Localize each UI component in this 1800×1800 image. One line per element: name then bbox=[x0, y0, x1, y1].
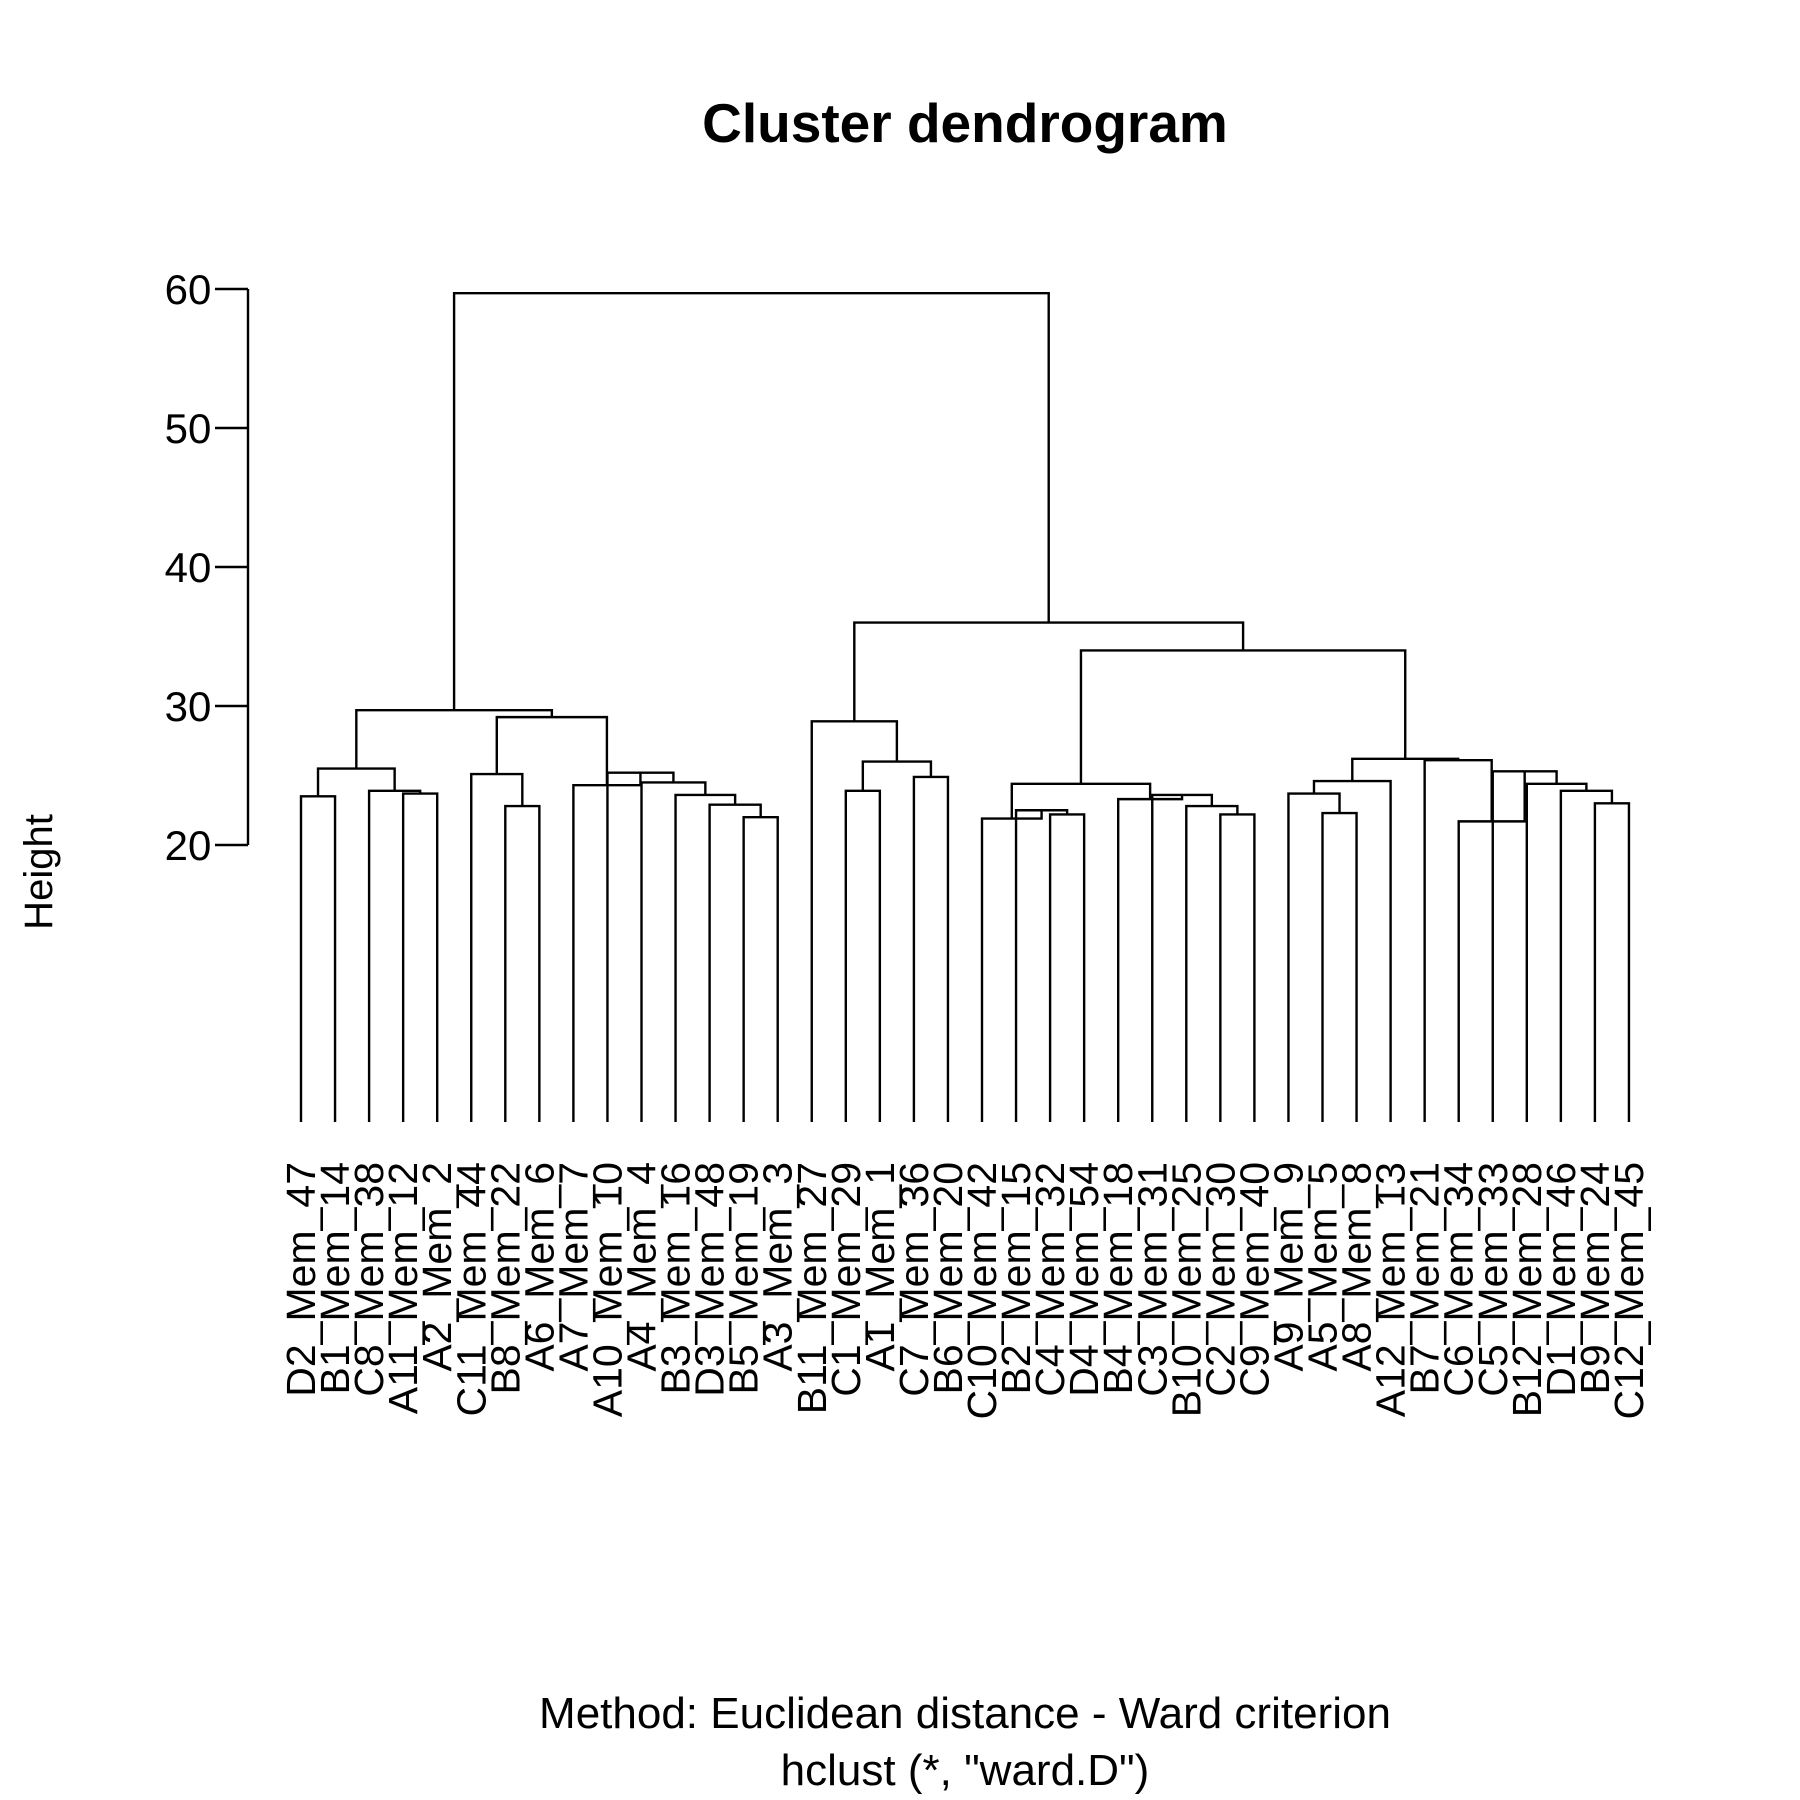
y-tick-label: 40 bbox=[165, 544, 212, 591]
leaf-label: C1_Mem_29 bbox=[823, 1162, 869, 1397]
dendrogram-merge bbox=[674, 793, 737, 1122]
leaf-label: A9_Mem_9 bbox=[1265, 1162, 1311, 1372]
leaf-label: B3_Mem_16 bbox=[653, 1162, 699, 1394]
dendrogram-merge bbox=[1593, 802, 1631, 1122]
dendrogram-merge bbox=[1048, 813, 1086, 1122]
leaf-label: C2_Mem_30 bbox=[1197, 1162, 1243, 1397]
leaf-label: D4_Mem_54 bbox=[1061, 1162, 1107, 1397]
dendrogram-merge bbox=[844, 789, 882, 1122]
dendrogram-merge bbox=[401, 792, 439, 1122]
leaf-label: A6_Mem_6 bbox=[516, 1162, 562, 1372]
leaf-label: A7_Mem_7 bbox=[550, 1162, 596, 1372]
y-tick-label: 30 bbox=[165, 683, 212, 730]
y-axis-label: Height bbox=[17, 814, 61, 930]
dendrogram-merge bbox=[1491, 770, 1558, 1122]
dendrogram-merge bbox=[1312, 779, 1392, 1122]
leaf-labels: D2_Mem_47B1_Mem_14C8_Mem_38A11_Mem_12A2_… bbox=[278, 1162, 1652, 1420]
leaf-label: A3_Mem_3 bbox=[755, 1162, 801, 1372]
leaf-label: B12_Mem_28 bbox=[1504, 1162, 1550, 1417]
leaf-label: B11_Mem_27 bbox=[789, 1162, 835, 1414]
dendrogram-tree bbox=[299, 291, 1631, 1122]
leaf-label: C8_Mem_38 bbox=[346, 1162, 392, 1397]
leaf-label: C3_Mem_31 bbox=[1129, 1162, 1175, 1397]
dendrogram-merge bbox=[1525, 782, 1588, 1122]
leaf-label: B7_Mem_21 bbox=[1402, 1162, 1448, 1394]
dendrogram-merge bbox=[912, 775, 950, 1122]
dendrogram-merge bbox=[1287, 792, 1341, 1122]
dendrogram-merge bbox=[1014, 809, 1069, 1122]
leaf-label: A11_Mem_12 bbox=[380, 1162, 426, 1414]
leaf-label: C4_Mem_32 bbox=[1027, 1162, 1073, 1397]
leaf-label: B6_Mem_20 bbox=[925, 1162, 971, 1394]
dendrogram-merge bbox=[1559, 789, 1614, 1122]
dendrogram-merge bbox=[470, 772, 524, 1122]
leaf-label: C9_Mem_40 bbox=[1231, 1162, 1277, 1397]
leaf-label: B5_Mem_19 bbox=[721, 1162, 767, 1394]
y-tick-label: 60 bbox=[165, 266, 212, 313]
dendrogram-merge bbox=[1351, 757, 1460, 782]
dendrogram-merge bbox=[504, 804, 541, 1122]
y-tick-label: 20 bbox=[165, 822, 212, 869]
leaf-label: A2_Mem_2 bbox=[414, 1162, 460, 1372]
dendrogram-merge bbox=[810, 720, 899, 1122]
leaf-label: D3_Mem_48 bbox=[687, 1162, 733, 1397]
dendrogram-merge bbox=[355, 708, 554, 769]
leaf-label: B10_Mem_25 bbox=[1163, 1162, 1209, 1417]
dendrogram-merge bbox=[1219, 813, 1256, 1122]
dendrogram-merge bbox=[708, 803, 762, 1122]
dendrogram-merge bbox=[640, 781, 707, 1122]
method-sublabel: hclust (*, "ward.D") bbox=[781, 1746, 1150, 1795]
leaf-label: A5_Mem_5 bbox=[1300, 1162, 1346, 1372]
leaf-label: C5_Mem_33 bbox=[1470, 1162, 1516, 1397]
leaf-label: B9_Mem_24 bbox=[1572, 1162, 1618, 1394]
leaf-label: D2_Mem_47 bbox=[278, 1162, 324, 1397]
leaf-label: D1_Mem_46 bbox=[1538, 1162, 1584, 1397]
dendrogram-merge bbox=[1185, 804, 1239, 1122]
leaf-label: C6_Mem_34 bbox=[1436, 1162, 1482, 1397]
dendrogram-merge bbox=[853, 621, 1245, 722]
dendrogram-merge bbox=[1079, 649, 1407, 784]
x-axis-label: Method: Euclidean distance - Ward criter… bbox=[539, 1689, 1391, 1738]
leaf-label: C12_Mem_45 bbox=[1606, 1162, 1652, 1420]
dendrogram-merge bbox=[299, 795, 337, 1122]
leaf-label: A1_Mem_1 bbox=[857, 1162, 903, 1372]
dendrogram-merge bbox=[367, 789, 422, 1122]
leaf-label: C10_Mem_42 bbox=[959, 1162, 1005, 1420]
leaf-label: A10_Mem_10 bbox=[584, 1162, 630, 1417]
leaf-label: C11_Mem_44 bbox=[448, 1162, 494, 1417]
dendrogram-merge bbox=[980, 810, 1043, 1122]
dendrogram-merge bbox=[316, 767, 396, 797]
leaf-label: B2_Mem_15 bbox=[993, 1162, 1039, 1394]
dendrogram-merge bbox=[742, 816, 779, 1122]
y-axis: 20 30 40 50 60 bbox=[165, 266, 250, 869]
leaf-label: B1_Mem_14 bbox=[312, 1162, 358, 1394]
leaf-label: B8_Mem_22 bbox=[482, 1162, 528, 1394]
leaf-label: B4_Mem_18 bbox=[1095, 1162, 1141, 1394]
leaf-label: A12_Mem_13 bbox=[1368, 1162, 1414, 1417]
y-tick-label: 50 bbox=[165, 405, 212, 452]
dendrogram-merge bbox=[1151, 793, 1214, 1122]
leaf-label: A8_Mem_8 bbox=[1334, 1162, 1380, 1372]
dendrogram-merge bbox=[1321, 811, 1358, 1122]
chart-title: Cluster dendrogram bbox=[702, 92, 1228, 154]
leaf-label: C7_Mem_36 bbox=[891, 1162, 937, 1397]
dendrogram-merge bbox=[452, 291, 1050, 711]
leaf-label: A4_Mem_4 bbox=[619, 1162, 665, 1372]
dendrogram-merge bbox=[1117, 794, 1184, 1122]
